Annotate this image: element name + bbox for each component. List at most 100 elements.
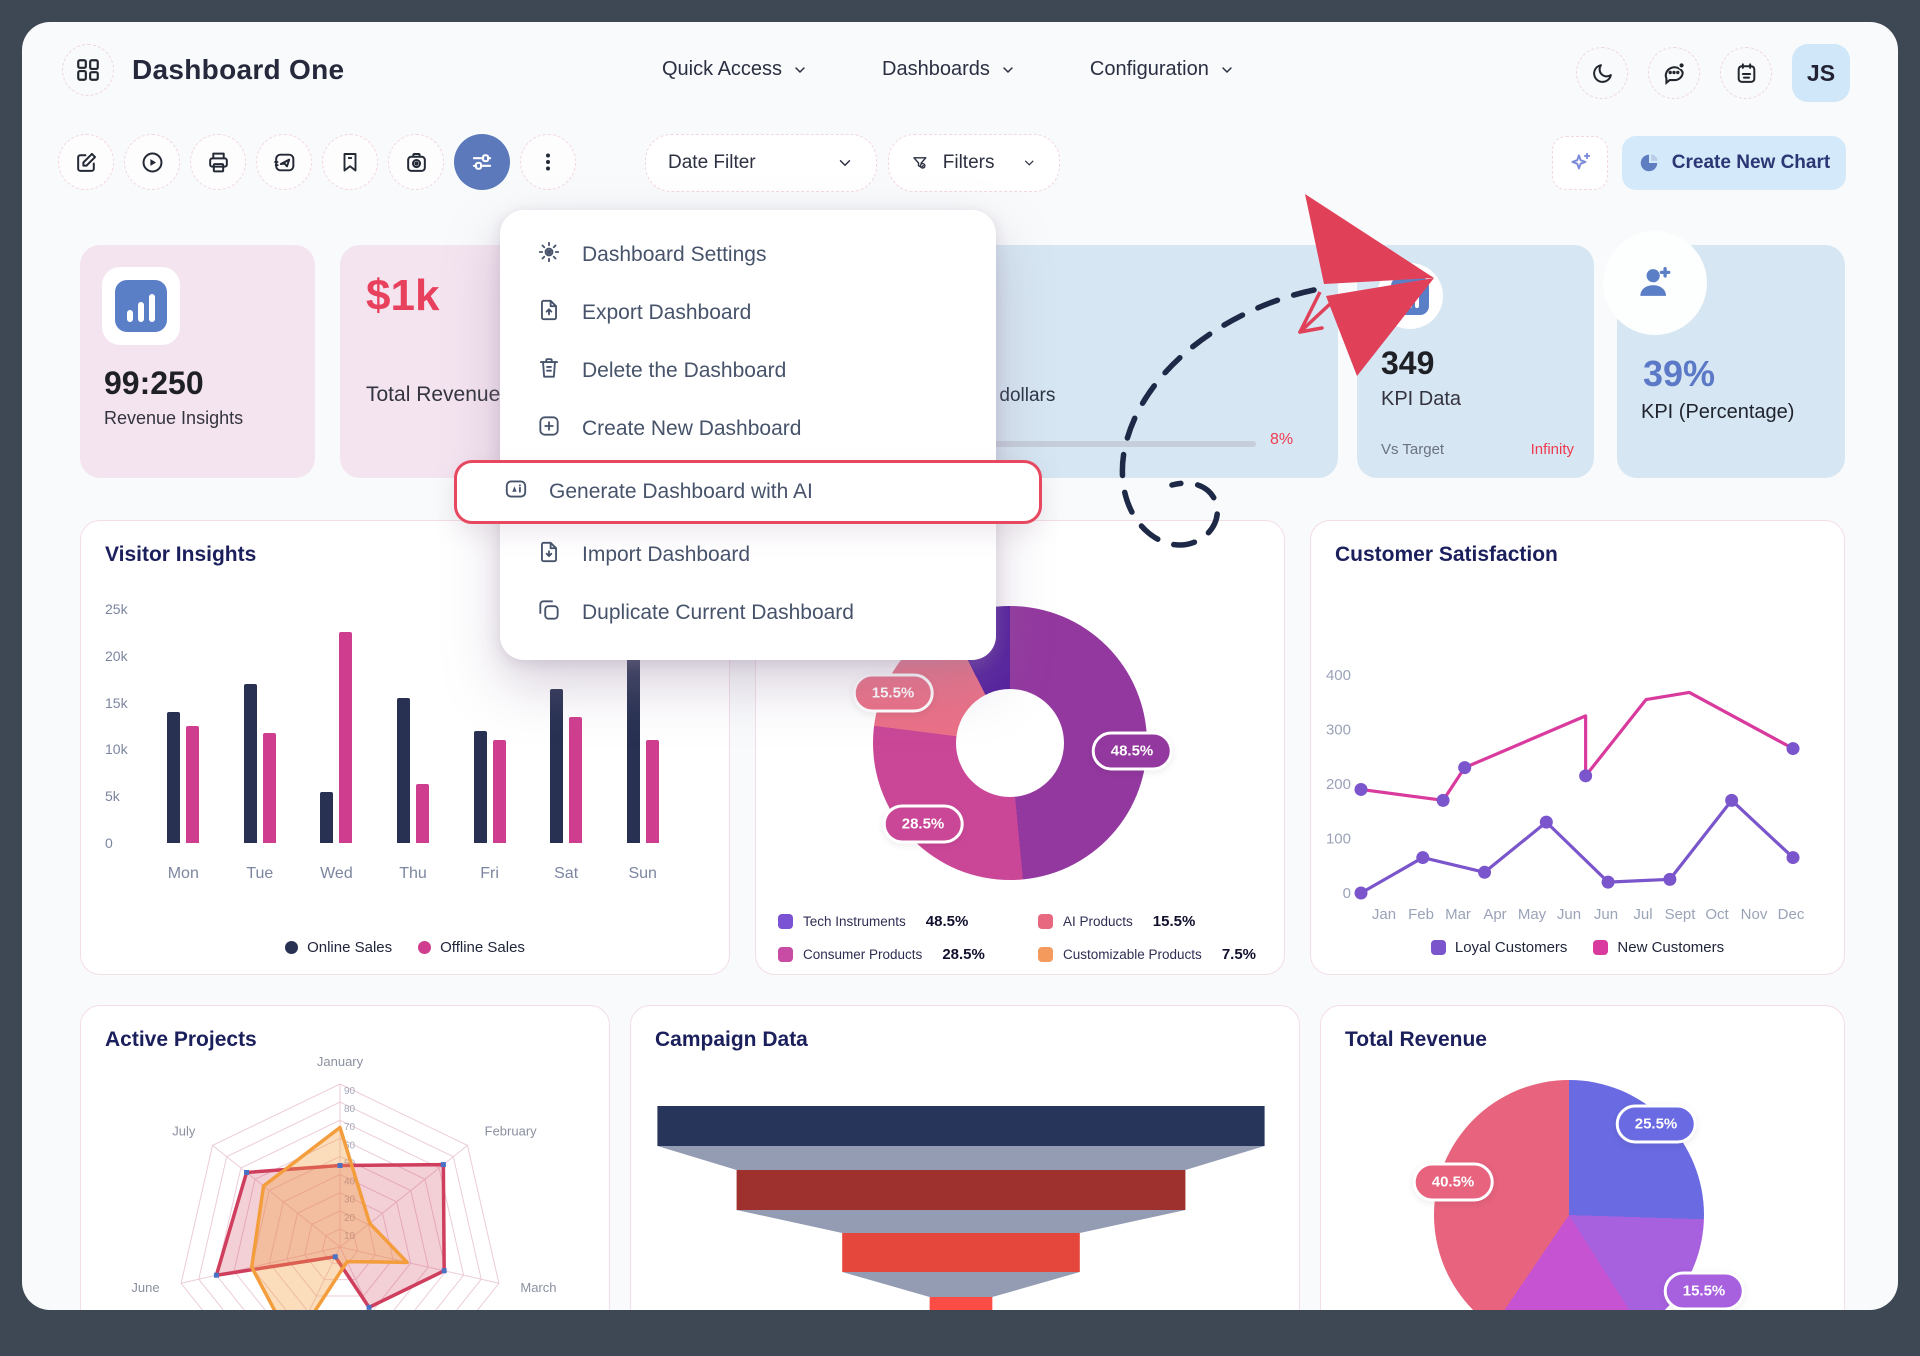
chevron-down-icon [795, 66, 805, 73]
nav-configuration[interactable]: Configuration [1090, 58, 1235, 81]
svg-text:30: 30 [344, 1195, 356, 1206]
kpi-value: 39% [1643, 353, 1716, 394]
chart-title: Active Projects [105, 1028, 257, 1051]
brand: Dashboard One [62, 44, 344, 96]
menu-item-import-dashboard[interactable]: Import Dashboard [500, 526, 996, 584]
menu-item-generate-dashboard-with-ai[interactable]: Generate Dashboard with AI [454, 460, 1042, 524]
ai-sparkle-icon[interactable] [1552, 136, 1608, 190]
bookmark-icon[interactable] [322, 134, 378, 190]
chevron-down-icon [1003, 66, 1013, 73]
kpi-label: Total Revenue [366, 383, 501, 406]
svg-text:Feb: Feb [1408, 906, 1434, 923]
svg-text:0: 0 [1343, 885, 1351, 902]
svg-text:Jun: Jun [1557, 906, 1581, 923]
notes-icon[interactable] [1720, 47, 1772, 99]
pie-label-15: 15.5% [1663, 1271, 1745, 1310]
svg-text:100: 100 [1326, 831, 1351, 848]
progress-value: 8% [1270, 431, 1294, 448]
pie-label-25: 25.5% [1615, 1104, 1697, 1144]
menu-item-create-new-dashboard[interactable]: Create New Dashboard [500, 400, 996, 458]
kpi-card-kpi-percentage: 39% KPI (Percentage) [1603, 231, 1845, 478]
chart-title: Campaign Data [655, 1028, 808, 1051]
kpi-card-kpi-data: 349 KPI Data Vs Target Infinity [1357, 245, 1594, 478]
chart-title: Total Revenue [1345, 1028, 1487, 1051]
header-actions: JS [1576, 44, 1850, 102]
dashboard-actions-menu: Dashboard Settings Export Dashboard Delete… [454, 210, 1042, 660]
svg-text:Jul: Jul [1633, 906, 1652, 923]
chat-icon[interactable] [1648, 47, 1700, 99]
filters-dropdown[interactable]: Filters [888, 134, 1060, 192]
product-share-card: 48.5% 15.5% 28.5% Tech Instruments 48.5% C… [755, 520, 1285, 975]
app-window: Dashboard One Quick Access Dashboards Co… [22, 22, 1898, 1310]
campaign-data-funnel-chart [631, 1006, 1291, 1310]
settings-icon [536, 239, 562, 271]
legend-item: Consumer Products 28.5% [778, 946, 1038, 963]
pie-chart-icon [1640, 154, 1658, 172]
svg-text:20: 20 [344, 1213, 356, 1224]
svg-text:70: 70 [344, 1122, 356, 1133]
svg-text:400: 400 [1326, 667, 1351, 684]
main-nav: Quick Access Dashboards Configuration [662, 58, 1235, 81]
apps-grid-icon[interactable] [62, 44, 114, 96]
kebab-menu-icon[interactable] [520, 134, 576, 190]
avatar[interactable]: JS [1792, 44, 1850, 102]
page-title: Dashboard One [132, 54, 345, 85]
active-projects-card: Active Projects 908070605040302010Januar… [80, 1005, 610, 1310]
customer-satisfaction-legend: Loyal Customers New Customers [1311, 939, 1844, 956]
legend-item: Customizable Products 7.5% [1038, 946, 1256, 963]
nav-quick-access[interactable]: Quick Access [662, 58, 808, 81]
svg-text:Jan: Jan [1372, 906, 1396, 923]
sliders-icon[interactable] [454, 134, 510, 190]
svg-text:300: 300 [1326, 722, 1351, 739]
add-user-icon [1603, 231, 1707, 335]
kpi-value: 349 [1381, 345, 1435, 381]
toolbar: Date Filter Filters Create New Chart [22, 134, 1898, 204]
donut-label-ai-products: 15.5% [852, 673, 934, 713]
send-icon[interactable] [256, 134, 312, 190]
kpi-label: KPI (Percentage) [1641, 401, 1795, 423]
edit-icon[interactable] [58, 134, 114, 190]
kpi-card-revenue-insights: 99:250 Revenue Insights [80, 245, 315, 478]
svg-text:80: 80 [344, 1104, 356, 1115]
product-share-legend: Tech Instruments 48.5% Consumer Products 28… [778, 913, 1256, 963]
chart-title: Customer Satisfaction [1335, 543, 1558, 566]
menu-item-duplicate-current-dashboard[interactable]: Duplicate Current Dashboard [500, 584, 996, 642]
bar-chart-icon [102, 267, 180, 345]
import-icon [536, 539, 562, 571]
kpi-value: 99:250 [104, 365, 204, 401]
trash-icon [536, 355, 562, 387]
vs-target-value: Infinity [1530, 441, 1574, 458]
svg-text:Nov: Nov [1741, 906, 1768, 923]
svg-text:Apr: Apr [1483, 906, 1506, 923]
chevron-down-icon [1025, 160, 1034, 166]
menu-item-export-dashboard[interactable]: Export Dashboard [500, 284, 996, 342]
svg-text:March: March [520, 1280, 556, 1295]
vs-target-label: Vs Target [1381, 441, 1445, 458]
kpi-value: $1k [366, 271, 440, 320]
visitor-insights-legend: Online Sales Offline Sales [81, 939, 729, 956]
plus-icon [536, 413, 562, 445]
ai-icon [503, 476, 529, 508]
menu-item-dashboard-settings[interactable]: Dashboard Settings [500, 226, 996, 284]
top-bar: Dashboard One Quick Access Dashboards Co… [22, 22, 1898, 118]
create-new-chart-button[interactable]: Create New Chart [1622, 136, 1846, 190]
date-filter-dropdown[interactable]: Date Filter [645, 134, 877, 192]
svg-text:Dec: Dec [1778, 906, 1805, 923]
nav-dashboards[interactable]: Dashboards [882, 58, 1016, 81]
svg-text:40: 40 [344, 1177, 356, 1188]
legend-item: AI Products 15.5% [1038, 913, 1256, 930]
svg-text:Mar: Mar [1445, 906, 1471, 923]
dark-mode-moon-icon[interactable] [1576, 47, 1628, 99]
svg-text:January: January [317, 1054, 364, 1069]
svg-text:May: May [1518, 906, 1547, 923]
pie-label-40: 40.5% [1412, 1162, 1494, 1202]
svg-text:July: July [172, 1124, 196, 1139]
menu-item-delete-the-dashboard[interactable]: Delete the Dashboard [500, 342, 996, 400]
kpi-label: Revenue Insights [104, 408, 244, 428]
legend-item: Tech Instruments 48.5% [778, 913, 1038, 930]
play-icon[interactable] [124, 134, 180, 190]
print-icon[interactable] [190, 134, 246, 190]
bar-chart-icon [1377, 263, 1443, 329]
svg-text:Jun: Jun [1594, 906, 1618, 923]
camera-icon[interactable] [388, 134, 444, 190]
